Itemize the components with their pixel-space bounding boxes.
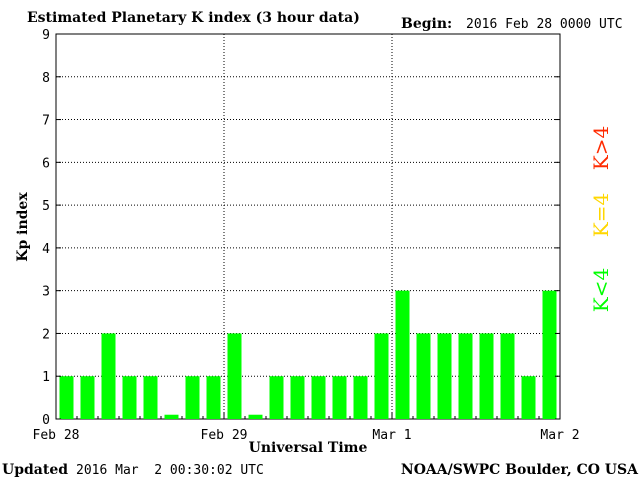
y-tick-label: 3	[42, 285, 50, 300]
kp-bar	[143, 376, 158, 419]
y-tick-label: 0	[42, 413, 50, 428]
kp-bar	[269, 376, 284, 419]
kp-bar	[416, 333, 431, 419]
begin-label: Begin:	[401, 16, 452, 32]
kp-bar	[59, 376, 74, 419]
kp-bar	[542, 290, 557, 419]
x-axis-title: Universal Time	[249, 440, 368, 456]
chart-title: Estimated Planetary K index (3 hour data…	[27, 10, 360, 26]
y-tick-label: 7	[42, 114, 50, 129]
y-tick-label: 9	[42, 28, 50, 43]
legend-k-less-4: K<4	[589, 268, 613, 312]
y-tick-label: 6	[42, 156, 50, 171]
y-tick-labels: 0 1 2 3 4 5 6 7 8 9	[42, 28, 560, 428]
kp-bar	[353, 376, 368, 419]
kp-bar	[248, 414, 263, 419]
legend-k-greater-4: K>4	[589, 126, 613, 170]
kp-bar	[395, 290, 410, 419]
kp-bar	[122, 376, 137, 419]
x-tick-label: Feb 29	[201, 428, 248, 443]
kp-bar	[437, 333, 452, 419]
x-tick-label: Mar 1	[372, 428, 411, 443]
y-tick-label: 2	[42, 327, 50, 342]
y-tick-label: 1	[42, 370, 50, 385]
x-tick-label: Feb 28	[33, 428, 80, 443]
y-tick-label: 5	[42, 199, 50, 214]
kp-bar	[479, 333, 494, 419]
kp-bar	[500, 333, 515, 419]
kp-bar	[311, 376, 326, 419]
updated-value: 2016 Mar 2 00:30:02 UTC	[76, 463, 264, 478]
x-tick-label: Mar 2	[540, 428, 579, 443]
kp-bar	[80, 376, 95, 419]
kp-bar	[206, 376, 221, 419]
kp-bar	[521, 376, 536, 419]
begin-value: 2016 Feb 28 0000 UTC	[466, 17, 623, 32]
kp-bar	[290, 376, 305, 419]
kp-bar	[101, 333, 116, 419]
kp-bar	[185, 376, 200, 419]
grid-lines	[56, 33, 560, 419]
y-tick-label: 4	[42, 242, 50, 257]
kp-bar	[374, 333, 389, 419]
plot-frame	[55, 33, 561, 420]
legend-k-equal-4: K=4	[589, 193, 613, 237]
kp-bar	[227, 333, 242, 419]
source-credit: NOAA/SWPC Boulder, CO USA	[401, 462, 639, 478]
bars	[59, 290, 557, 419]
kp-bar	[458, 333, 473, 419]
x-tick-labels: Feb 28 Feb 29 Mar 1 Mar 2	[33, 413, 580, 443]
y-tick-label: 8	[42, 71, 50, 86]
kp-bar	[164, 414, 179, 419]
kp-bar	[332, 376, 347, 419]
updated-label: Updated	[2, 462, 68, 478]
y-axis-title: Kp index	[15, 192, 31, 262]
